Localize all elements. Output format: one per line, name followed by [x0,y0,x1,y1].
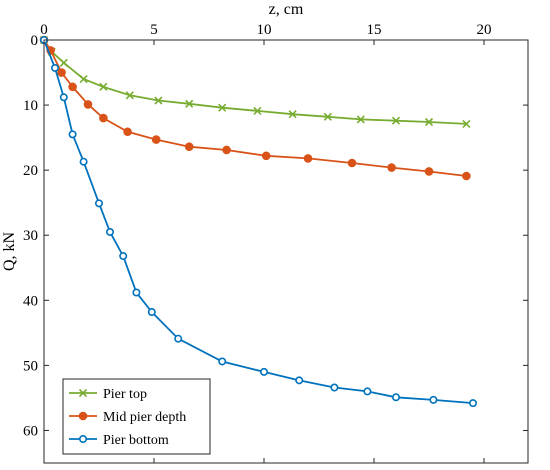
data-point [323,112,332,121]
y-tick-label: 0 [31,33,39,49]
plot-frame [43,39,529,464]
x-tick-label: 15 [367,22,382,38]
data-point [363,387,372,396]
legend-swatch-marker [78,388,88,398]
data-point [391,116,401,125]
data-point [123,127,132,137]
data-point [59,93,68,102]
legend-swatch-marker [78,411,88,421]
x-tick-label: 5 [150,22,158,38]
data-point [295,376,304,385]
series-mid-pier-depth [39,35,471,181]
data-point [106,227,115,236]
data-point [154,96,163,105]
data-point [68,82,77,92]
series-pier-bottom [39,35,477,408]
data-point [429,395,438,404]
x-axis-title: z, cm [269,1,304,18]
y-tick-label: 40 [23,293,38,309]
data-point [424,167,434,176]
series-line [43,39,467,177]
data-point [387,163,396,172]
x-tick-label: 0 [40,22,48,38]
data-point [261,151,271,161]
legend-label: Mid pier depth [103,410,186,425]
legend-label: Pier top [103,387,147,402]
data-point [347,158,357,168]
x-tick-label: 20 [477,22,492,38]
data-point [391,393,400,402]
data-point [119,252,128,261]
data-point [330,383,339,392]
data-point [68,130,77,139]
data-point [468,399,477,408]
series-line [43,39,474,404]
data-point [83,100,93,109]
legend-swatch-marker [79,434,88,443]
data-point [79,74,88,84]
data-point [462,119,471,129]
data-point [288,110,297,119]
legend: Pier top Mid pier depth Pier bottom [62,378,211,455]
data-point [99,113,108,123]
y-tick-label: 10 [23,98,38,114]
x-tick-label: 10 [257,22,272,38]
data-point [50,63,59,72]
data-point [303,154,313,163]
legend-label: Pier bottom [103,433,169,448]
y-tick-label: 60 [23,423,38,439]
data-point [57,68,66,77]
series-pier-top [39,35,471,129]
y-axis-title: Q, kN [1,232,18,272]
legend-item: Mid pier depth [69,410,186,425]
y-tick-label: 50 [23,358,38,374]
legend-item: Pier bottom [69,433,169,448]
data-point [222,145,231,155]
data-point [259,367,268,376]
axis-ticks: 0 5 10 15 20 0 10 20 30 40 50 60 [23,22,528,463]
data-point [253,106,262,115]
data-point [79,157,88,166]
data-point [356,115,365,124]
plot-marks [39,35,477,408]
data-point [147,308,156,317]
data-point [174,334,183,343]
data-point [99,82,108,91]
series-line [43,39,467,125]
data-point [132,288,141,297]
data-point [125,91,134,100]
y-tick-label: 30 [23,228,38,244]
data-point [151,135,161,144]
data-point [218,357,227,366]
data-point [218,103,227,112]
y-tick-label: 20 [23,163,38,179]
data-point [95,199,104,208]
legend-item: Pier top [69,387,147,402]
data-point [185,99,194,108]
data-point [59,58,68,67]
data-point [184,142,194,152]
data-point [424,117,434,127]
data-point [462,171,471,181]
